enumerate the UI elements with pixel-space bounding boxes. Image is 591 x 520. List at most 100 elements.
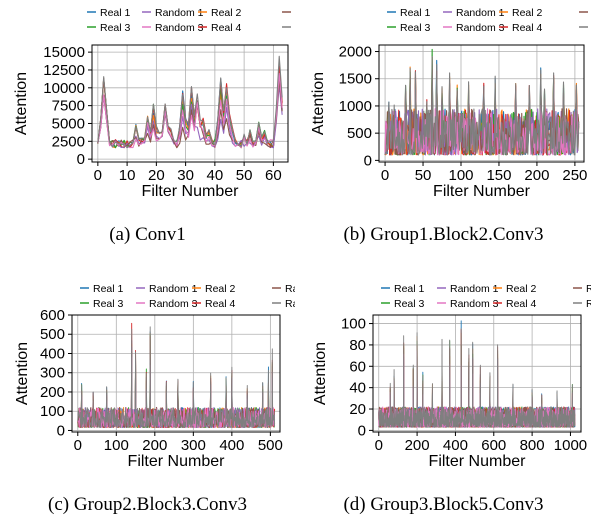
x-tick-label: 60: [265, 167, 282, 184]
x-axis-label: Filter Number: [433, 183, 531, 200]
legend-entry: Real 2: [512, 7, 543, 19]
x-tick-label: 500: [258, 437, 283, 454]
y-tick-label: 0: [358, 422, 366, 439]
y-tick-label: 5000: [52, 115, 85, 132]
x-tick-label: 200: [405, 437, 430, 454]
series-line-random-4: [77, 326, 276, 429]
x-tick-label: 250: [562, 167, 587, 184]
legend-entry: Real 1: [400, 7, 431, 19]
legend-entry: Real 1: [100, 7, 131, 19]
y-tick-label: 60: [349, 358, 366, 375]
x-axis-label: Filter Number: [128, 453, 226, 470]
panel-group3-block5-conv3: 0 200 400 600 800 1000 0 20 40 60 80 100 Filter Numb…: [296, 260, 591, 520]
y-tick-label: 15000: [43, 44, 85, 61]
legend-entry: Random 1: [149, 283, 198, 295]
x-tick-label: 300: [181, 437, 206, 454]
y-tick-label: 80: [349, 337, 366, 354]
x-tick-label: 800: [520, 437, 545, 454]
y-tick-label: 0: [57, 422, 65, 439]
legend-entry: Random 1: [155, 7, 204, 19]
y-tick-label: 300: [40, 365, 65, 382]
chart-group2-block3-conv3: 0 100 200 300 400 500 0 100 200 300 400 500 600 Filte…: [14, 283, 295, 470]
x-axis-label: Filter Number: [429, 453, 527, 470]
legend-entry: Real 2: [211, 7, 242, 19]
x-tick-label: 200: [524, 167, 549, 184]
caption-group2-block3-conv3: (c) Group2.Block3.Conv3: [48, 494, 247, 515]
y-tick-label: 2500: [52, 133, 85, 150]
chart-conv1: 0 10 20 30 40 50 60025005000750010000125001500…: [13, 7, 291, 200]
legend-entry: Real 1: [394, 283, 425, 295]
y-tick-label: 40: [349, 380, 366, 397]
x-tick-label: 1000: [554, 437, 587, 454]
y-tick-label: 2000: [339, 44, 372, 61]
y-tick-label: 600: [40, 307, 65, 324]
plot-frame: [91, 44, 289, 163]
x-tick-label: 0: [94, 167, 102, 184]
x-tick-label: 50: [415, 167, 432, 184]
y-tick-label: 7500: [52, 98, 85, 115]
legend-entry: Real 4: [205, 298, 236, 310]
series-line-random-4: [97, 55, 283, 149]
x-tick-label: 0: [74, 437, 82, 454]
legend-entry: Random 4: [285, 298, 295, 310]
legend-entry: Random 1: [456, 7, 505, 19]
x-tick-label: 150: [486, 167, 511, 184]
series-line-random-4: [384, 55, 580, 156]
series-line-random-4: [378, 328, 576, 428]
x-tick-label: 30: [177, 167, 194, 184]
legend-entry: Random 3: [155, 22, 204, 34]
x-tick-label: 600: [481, 437, 506, 454]
x-tick-label: 10: [119, 167, 136, 184]
y-axis-label: Attention: [13, 72, 30, 135]
y-tick-label: 1500: [339, 71, 372, 88]
y-tick-label: 200: [40, 384, 65, 401]
y-tick-label: 100: [40, 403, 65, 420]
legend-entry: Real 3: [394, 298, 425, 310]
chart-group1-block2-conv3: 0 50 100 150 200 250 0 500 1000 1500 2000 Filter Nu…: [310, 7, 588, 200]
y-tick-label: 1000: [339, 98, 372, 115]
legend-entry: Random 3: [456, 22, 505, 34]
y-tick-label: 12500: [43, 62, 85, 79]
y-tick-label: 500: [40, 326, 65, 343]
caption-group1-block2-conv3: (b) Group1.Block2.Conv3: [343, 224, 544, 245]
legend-entry: Random 2: [285, 283, 295, 295]
x-tick-label: 50: [236, 167, 253, 184]
x-tick-label: 0: [375, 437, 383, 454]
x-tick-label: 400: [443, 437, 468, 454]
panel-conv1: 0 10 20 30 40 50 60 0 2500 5000 7500 10000 12500 1500…: [0, 0, 295, 260]
y-axis-label: Attention: [310, 72, 327, 135]
series-line-random-1: [97, 84, 283, 149]
legend-entry: Random 1: [450, 283, 499, 295]
caption-group3-block5-conv3: (d) Group3.Block5.Conv3: [343, 494, 544, 515]
panel-group2-block3-conv3: 0 100 200 300 400 500 0 100 200 300 400 500 600 Filte…: [0, 260, 295, 520]
y-tick-label: 500: [347, 125, 372, 142]
y-tick-label: 100: [341, 316, 366, 333]
legend-entry: Real 4: [512, 22, 543, 34]
legend-entry: Real 3: [100, 22, 131, 34]
chart-group3-block5-conv3: 0 200 400 600 800 1000 0 20 40 60 80 100 Filter Numb…: [312, 283, 591, 470]
x-tick-label: 400: [219, 437, 244, 454]
legend: Real 1 Real 3 Random 1 Random 3 Real 2 Real 4…: [80, 283, 295, 310]
legend: Real 1 Real 3 Random 1 Random 3 Real 2 Real 4…: [381, 283, 591, 310]
y-axis-label: Attention: [312, 342, 329, 405]
legend: Real 1 Real 3 Random 1 Random 3 Real 2 Real 4…: [87, 7, 291, 34]
x-tick-label: 200: [142, 437, 167, 454]
caption-conv1: (a) Conv1: [109, 224, 186, 245]
legend-entry: Real 2: [506, 283, 537, 295]
legend: Real 1 Real 3 Random 1 Random 3 Real 2 Real 4…: [387, 7, 588, 34]
x-axis-label: Filter Number: [142, 183, 240, 200]
y-tick-label: 0: [77, 151, 85, 168]
plot-frame: [372, 314, 582, 433]
panel-group1-block2-conv3: 0 50 100 150 200 250 0 500 1000 1500 2000 Filter Nu…: [296, 0, 591, 260]
x-tick-label: 40: [207, 167, 224, 184]
x-tick-label: 100: [448, 167, 473, 184]
legend-entry: Real 1: [93, 283, 124, 295]
y-axis-label: Attention: [14, 342, 31, 405]
legend-entry: Real 4: [211, 22, 242, 34]
y-tick-label: 10000: [43, 80, 85, 97]
legend-entry: Random 3: [450, 298, 499, 310]
legend-entry: Random 3: [149, 298, 198, 310]
y-tick-label: 20: [349, 401, 366, 418]
legend-entry: Real 3: [93, 298, 124, 310]
legend-entry: Real 2: [205, 283, 236, 295]
